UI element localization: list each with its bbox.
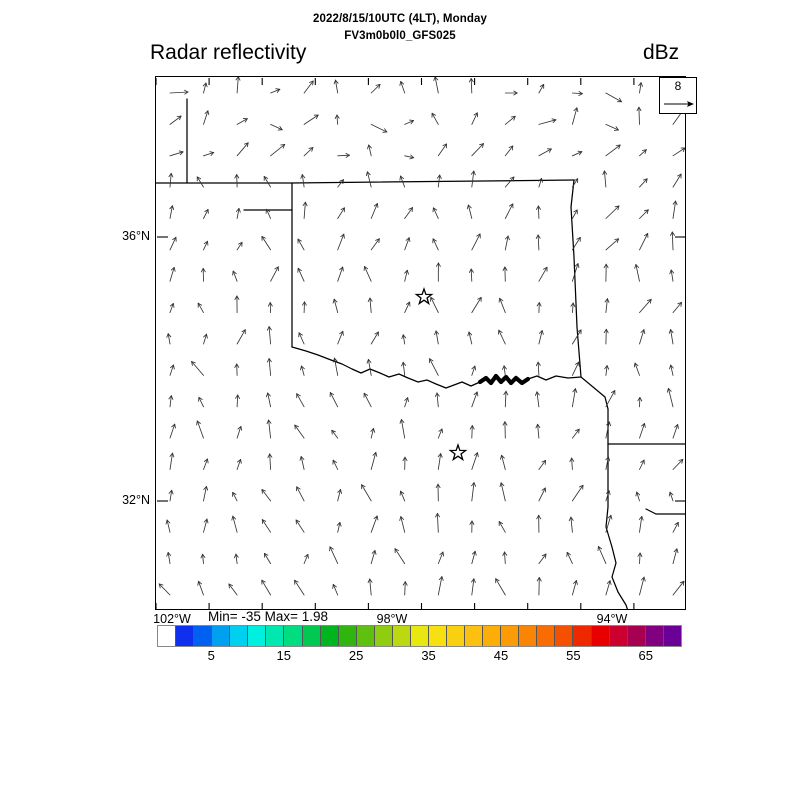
colorbar-cell: [194, 626, 213, 646]
colorbar-cell: [609, 626, 628, 646]
axis-tick-marks: [156, 78, 685, 609]
reference-vector-value: 8: [674, 79, 682, 93]
map-plot-area[interactable]: [155, 76, 686, 610]
colorbar-cell: [483, 626, 502, 646]
colorbar-cell: [320, 626, 339, 646]
city-star-markers: [414, 287, 468, 462]
colorbar-cell: [392, 626, 411, 646]
right-arrow-icon: [664, 101, 694, 107]
colorbar-cell: [284, 626, 303, 646]
title-date-line: 2022/8/15/10UTC (4LT), Monday: [313, 13, 487, 25]
colorbar-cell: [212, 626, 231, 646]
colorbar-tick-label: 55: [566, 648, 581, 663]
title-model-line: FV3m0b0l0_GFS025: [344, 30, 456, 42]
page-title: Radar reflectivity: [150, 41, 307, 64]
colorbar-cell: [537, 626, 556, 646]
colorbar-cell: [645, 626, 664, 646]
colorbar-cell: [302, 626, 321, 646]
lat-tick-label-32n: 32°N: [122, 493, 150, 507]
units-label: dBz: [643, 41, 680, 64]
colorbar-cell: [519, 626, 538, 646]
colorbar-tick-label: 45: [493, 648, 509, 663]
colorbar[interactable]: [157, 625, 682, 647]
colorbar-tick-label: 25: [348, 648, 364, 663]
colorbar-cell: [663, 626, 681, 646]
lat-tick-label-36n: 36°N: [122, 229, 150, 243]
colorbar-cell: [248, 626, 267, 646]
lon-tick-label-94w: 94°W: [596, 612, 628, 626]
colorbar-cell: [555, 626, 574, 646]
wind-vector-field: [158, 77, 685, 596]
colorbar-cell: [230, 626, 249, 646]
colorbar-cell: [338, 626, 357, 646]
colorbar-cell: [176, 626, 195, 646]
colorbar-tick-label: 15: [276, 648, 291, 663]
min-max-statistics: Min= -35 Max= 1.98: [208, 609, 329, 624]
colorbar-cell: [627, 626, 646, 646]
colorbar-cell: [374, 626, 393, 646]
colorbar-tick-label: 65: [638, 648, 654, 663]
reference-vector-key: 8: [659, 77, 697, 114]
colorbar-cell: [410, 626, 429, 646]
state-border-lines: [156, 98, 685, 609]
colorbar-cell: [428, 626, 447, 646]
colorbar-cell: [573, 626, 592, 646]
colorbar-cell: [158, 626, 177, 646]
lon-tick-label-98w: 98°W: [376, 612, 408, 626]
colorbar-cell: [266, 626, 285, 646]
colorbar-cell: [465, 626, 484, 646]
lon-tick-label-102w: 102°W: [153, 612, 191, 626]
colorbar-tick-label: 35: [421, 648, 436, 663]
colorbar-cell: [591, 626, 610, 646]
colorbar-tick-label: 5: [207, 648, 215, 663]
colorbar-cell: [501, 626, 520, 646]
colorbar-cell: [447, 626, 466, 646]
colorbar-tick-labels: 5 15 25 35 45 55 65: [157, 648, 682, 666]
colorbar-cell: [356, 626, 375, 646]
